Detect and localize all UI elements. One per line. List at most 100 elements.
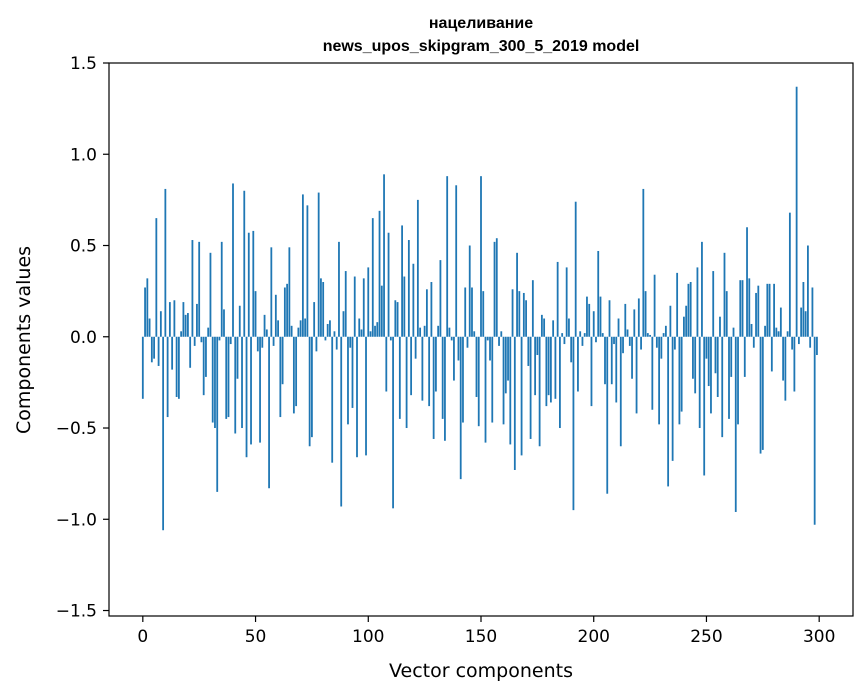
bar-20 [187,313,189,337]
bar-83 [329,320,331,337]
bar-31 [211,336,214,423]
bar-245 [694,336,697,394]
bar-156 [493,241,496,337]
bar-17 [180,331,183,337]
bar-49 [252,230,255,337]
bar-152 [484,336,487,443]
bar-143 [464,287,467,337]
bar-22 [191,240,194,337]
bar-224 [646,333,649,337]
bar-236 [673,336,676,350]
bar-95 [356,336,358,458]
bar-112 [394,300,397,337]
bar-96 [358,318,361,337]
bar-19 [184,314,187,337]
bar-107 [383,174,385,337]
bar-27 [202,336,205,396]
bar-235 [671,336,674,461]
bar-233 [667,336,670,487]
bar-172 [529,336,532,439]
bar-181 [549,336,552,403]
bar-46 [245,336,248,458]
y-tick-label: −0.5 [56,419,97,439]
bar-277 [766,283,769,337]
bar-72 [304,318,307,337]
bar-12 [168,302,171,337]
bars-group [141,86,818,531]
bar-108 [385,336,388,392]
bar-154 [489,336,491,361]
bar-212 [619,336,622,447]
bar-202 [597,250,600,337]
bar-174 [534,336,537,396]
bar-227 [653,274,656,337]
bar-250 [705,336,708,359]
bar-164 [511,289,514,337]
y-tick-label: −1.5 [56,602,97,622]
bar-269 [748,278,751,337]
bar-150 [480,176,482,337]
bar-213 [622,336,624,354]
bar-223 [644,291,647,337]
bar-39 [229,336,232,345]
bar-50 [254,291,257,337]
bar-207 [608,300,611,337]
bar-70 [299,320,302,337]
x-tick-label: 100 [352,627,384,647]
bar-44 [241,336,243,429]
bar-64 [286,283,289,337]
bar-9 [162,336,165,531]
bar-7 [157,336,160,366]
bar-102 [371,218,374,337]
bar-129 [432,336,435,439]
bar-109 [387,232,390,337]
bar-103 [374,325,376,337]
bar-203 [599,296,602,337]
bar-133 [441,336,444,419]
bar-220 [637,298,640,337]
bar-196 [583,333,586,337]
bar-30 [209,252,212,337]
bar-159 [500,331,503,337]
bar-222 [642,188,645,337]
bar-260 [728,336,730,419]
bar-167 [518,291,521,337]
bar-294 [804,311,807,337]
bar-187 [563,336,566,345]
bar-183 [554,336,557,399]
bar-176 [538,336,541,447]
bar-246 [696,267,699,337]
bar-16 [177,336,180,399]
bar-188 [565,267,568,337]
bar-48 [250,336,252,445]
bar-47 [247,232,250,337]
bar-166 [516,252,518,337]
bar-28 [205,336,207,377]
bar-243 [689,282,692,337]
bar-160 [502,336,505,425]
bar-208 [610,336,613,385]
chart-title: нацеливание [429,15,533,32]
bar-80 [322,282,325,337]
bar-258 [723,252,726,337]
bar-53 [261,336,264,348]
bar-34 [218,336,221,341]
bar-146 [471,287,473,337]
y-axis-label: Components values [13,246,35,434]
bar-169 [522,292,525,337]
bar-268 [746,227,748,337]
bar-85 [333,331,336,337]
bar-87 [338,241,340,337]
bar-221 [640,336,642,350]
bar-190 [570,336,573,363]
bar-237 [676,272,679,337]
bar-185 [559,336,561,429]
bar-93 [351,336,354,408]
bar-135 [446,176,449,337]
bar-36 [223,309,225,337]
y-tick-label: 1.0 [70,145,97,165]
bar-199 [590,336,593,407]
bar-29 [207,327,210,337]
bar-117 [405,336,408,429]
bar-210 [615,336,618,403]
